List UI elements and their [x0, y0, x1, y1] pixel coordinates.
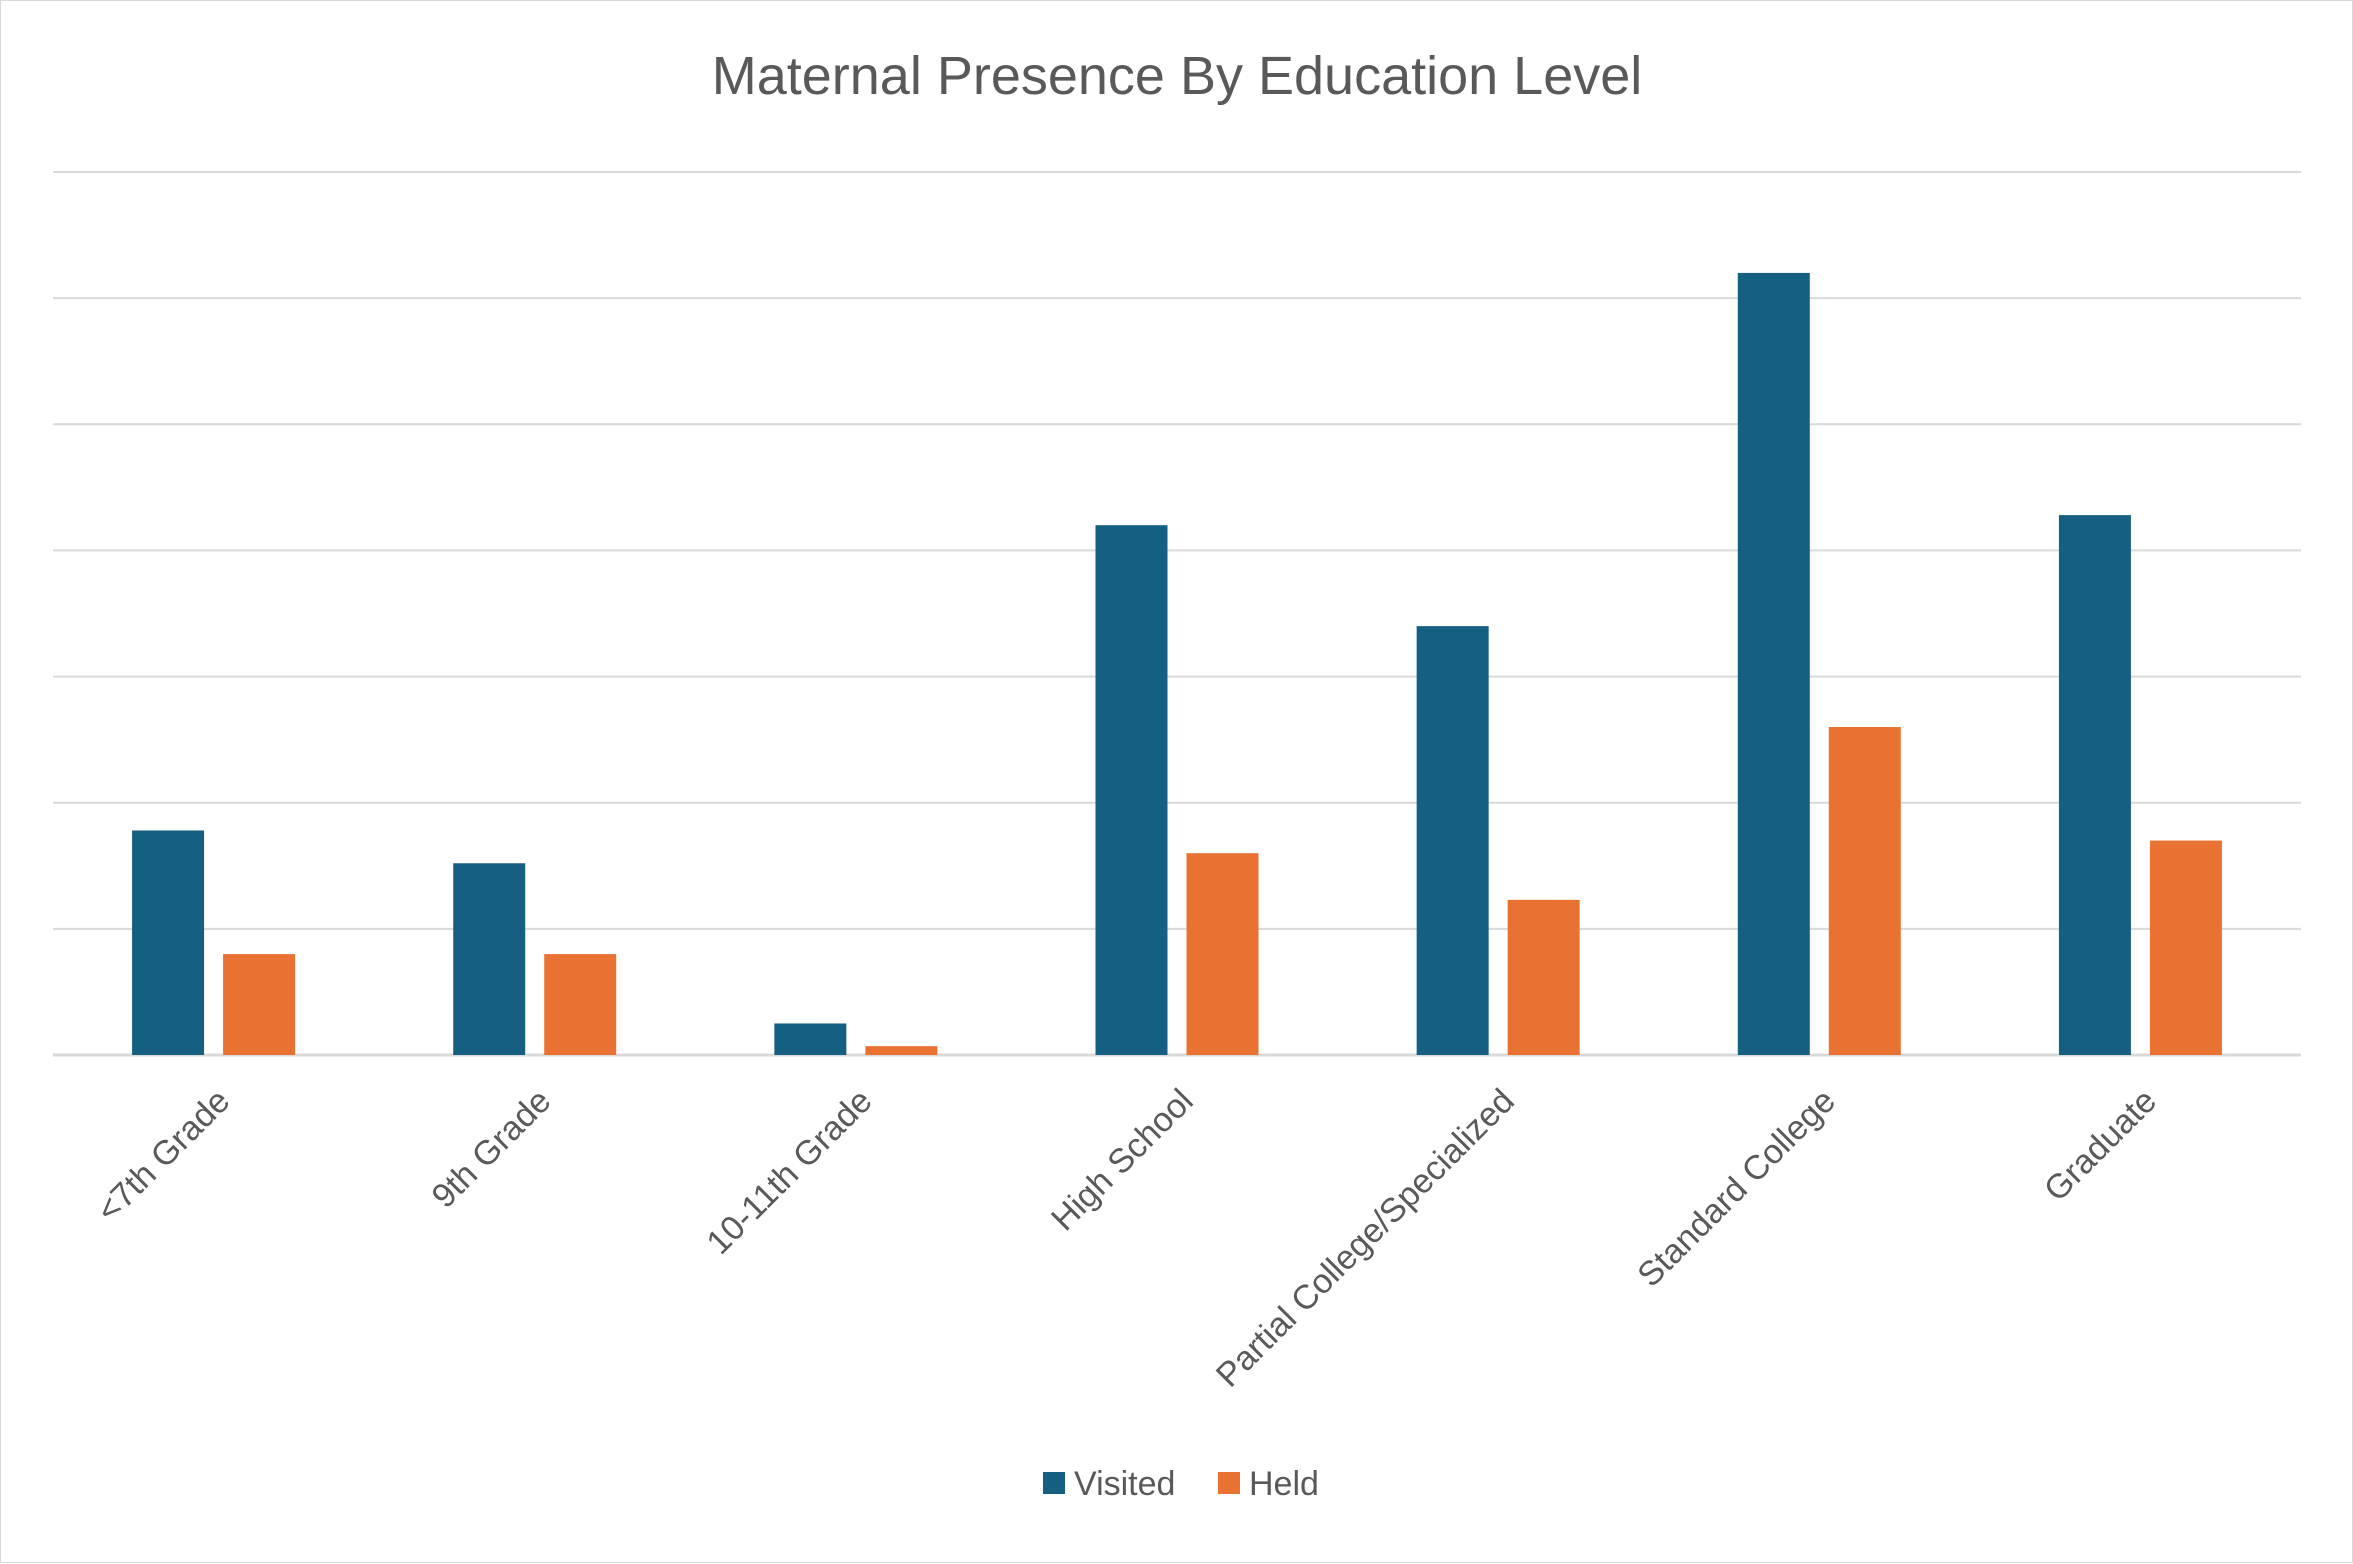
legend-label-visited: Visited	[1074, 1465, 1175, 1503]
bar-visited-5	[1737, 272, 1810, 1055]
legend: Visited Held	[1043, 1465, 1319, 1503]
bar-visited-3	[1095, 525, 1168, 1055]
legend-label-held: Held	[1249, 1465, 1319, 1503]
bar-visited-6	[2058, 515, 2131, 1055]
bar-visited-4	[1416, 626, 1489, 1055]
legend-swatch-held	[1218, 1472, 1240, 1494]
x-tick-label: Standard College	[1630, 1082, 1843, 1295]
bar-visited-2	[774, 1023, 847, 1055]
bar-held-3	[1186, 853, 1259, 1055]
bars	[132, 272, 2222, 1055]
gridlines	[53, 171, 2301, 1057]
x-tick-label: 9th Grade	[425, 1082, 559, 1216]
x-tick-label: Graduate	[2037, 1082, 2164, 1209]
x-tick-label: <7th Grade	[89, 1082, 237, 1230]
x-tick-label: 10-11th Grade	[699, 1082, 879, 1262]
bar-held-0	[223, 954, 296, 1055]
bar-visited-1	[453, 863, 526, 1055]
x-tick-label: High School	[1044, 1082, 1201, 1239]
bar-visited-0	[132, 830, 205, 1055]
x-tick-label: Partial College/Specialized	[1209, 1082, 1522, 1395]
chart-title: Maternal Presence By Education Level	[712, 46, 1643, 106]
legend-swatch-visited	[1043, 1472, 1065, 1494]
bar-held-2	[865, 1046, 938, 1055]
x-axis: <7th Grade 9th Grade 10-11th Grade High Sch…	[89, 1082, 2164, 1395]
bar-held-1	[544, 954, 617, 1055]
bar-held-6	[2149, 840, 2222, 1055]
bar-held-5	[1828, 727, 1901, 1055]
bar-held-4	[1507, 899, 1580, 1055]
